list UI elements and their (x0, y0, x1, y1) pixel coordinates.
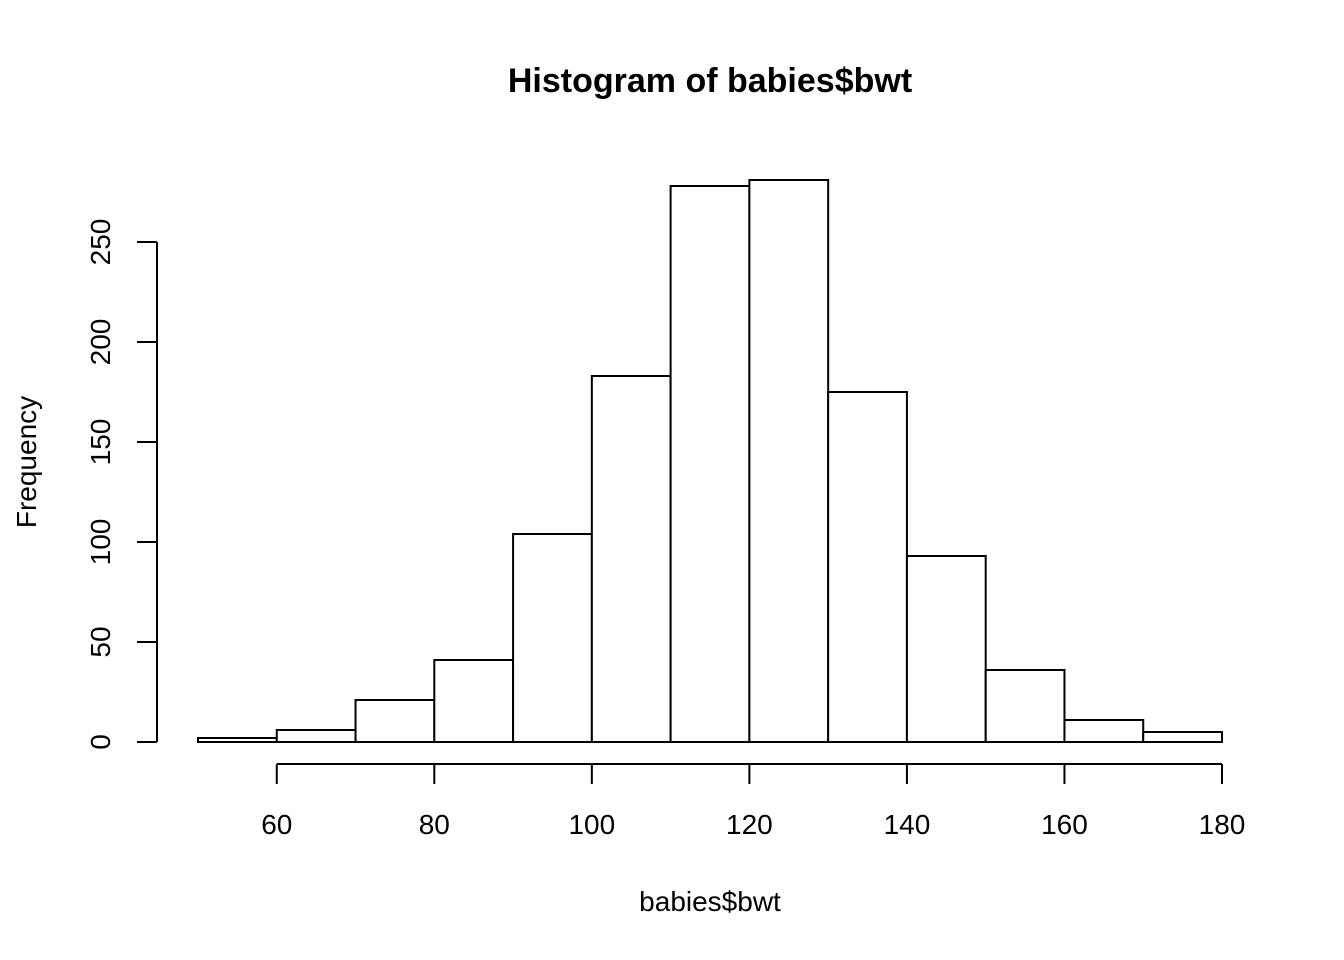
histogram-bar-12 (1142, 731, 1223, 743)
x-tick-label-80: 80 (419, 809, 450, 840)
y-tick-label-200: 200 (85, 319, 116, 366)
x-tick-label-120: 120 (726, 809, 773, 840)
histogram-bar-7 (748, 179, 830, 743)
x-tick-label-160: 160 (1041, 809, 1088, 840)
y-tick-label-0: 0 (85, 734, 116, 750)
x-tick-label-100: 100 (568, 809, 615, 840)
histogram-bar-6 (669, 185, 751, 743)
x-tick-label-180: 180 (1199, 809, 1246, 840)
chart-title: Histogram of babies$bwt (508, 62, 912, 100)
histogram-bar-0 (197, 737, 278, 743)
bars-group (197, 179, 1223, 743)
histogram-bar-9 (905, 555, 987, 743)
x-axis-label: babies$bwt (639, 886, 781, 917)
histogram-bar-2 (354, 699, 436, 743)
histogram-bar-4 (512, 533, 593, 743)
x-tick-label-140: 140 (884, 809, 931, 840)
y-tick-label-50: 50 (85, 626, 116, 657)
y-tick-label-100: 100 (85, 519, 116, 566)
histogram-bar-1 (275, 729, 357, 743)
x-tick-label-60: 60 (261, 809, 292, 840)
y-tick-label-250: 250 (85, 219, 116, 266)
histogram-bar-3 (433, 659, 515, 743)
x-axis: 60 80 100 120 140 160 180 (261, 763, 1246, 840)
y-axis-label: Frequency (11, 396, 42, 528)
histogram-bar-11 (1063, 719, 1145, 743)
histogram-bar-10 (984, 669, 1066, 743)
histogram-bar-8 (827, 391, 908, 743)
y-axis: 0 50 100 150 200 250 (85, 219, 158, 750)
histogram-bar-5 (590, 375, 672, 743)
y-tick-label-150: 150 (85, 419, 116, 466)
